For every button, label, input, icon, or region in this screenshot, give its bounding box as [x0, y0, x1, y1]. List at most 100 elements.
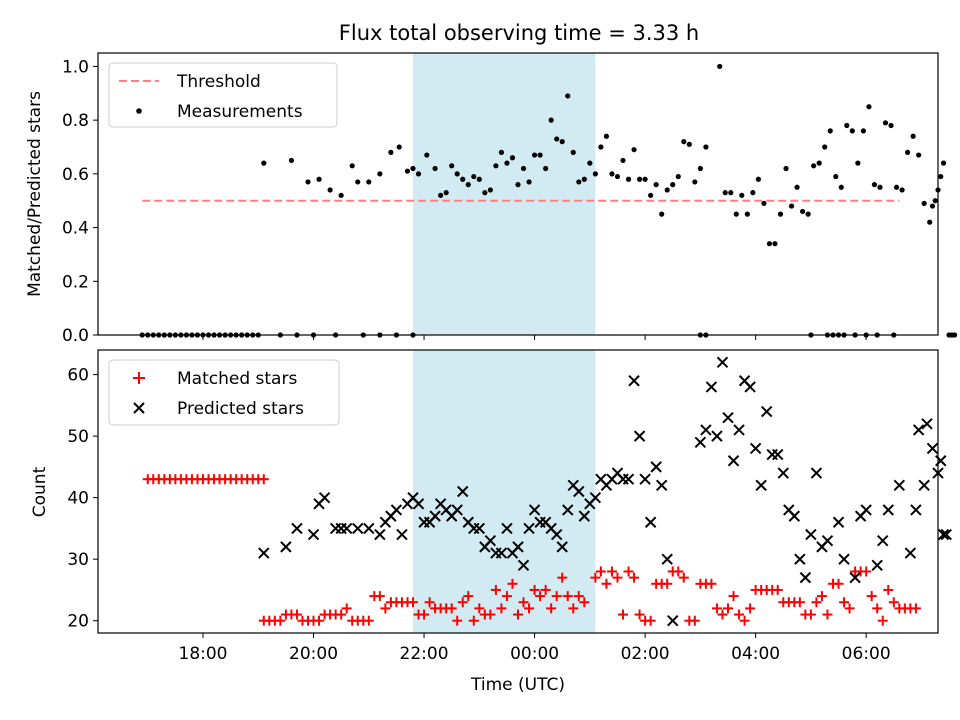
matched-star-point [866, 591, 877, 602]
predicted-star-point [556, 541, 568, 553]
measurement-point [548, 117, 554, 123]
predicted-star-point [644, 516, 657, 528]
predicted-star-point [940, 528, 952, 541]
predicted-star-point [794, 553, 806, 565]
predicted-star-point [838, 553, 850, 565]
measurement-point [717, 63, 723, 70]
legend-predicted-label: Predicted stars [177, 399, 304, 419]
measurement-point [755, 176, 761, 182]
matched-star-point [446, 603, 457, 614]
x-tick-label: 20:00 [289, 644, 338, 664]
measurement-point [636, 176, 643, 182]
measurement-point [838, 184, 844, 190]
predicted-star-point [484, 535, 497, 547]
predicted-star-point [291, 522, 303, 535]
measurement-point [327, 187, 333, 193]
measurement-point [471, 173, 477, 180]
predicted-star-point [573, 485, 585, 498]
matched-star-point [314, 615, 325, 626]
predicted-star-point [912, 424, 925, 436]
matched-star-point [595, 566, 606, 577]
flux-y-tick-label: 0.0 [62, 326, 89, 346]
measurement-point [614, 173, 621, 180]
predicted-star-point [661, 553, 673, 565]
matched-star-point [258, 474, 269, 485]
matched-star-point [291, 609, 302, 620]
matched-star-point [557, 572, 568, 583]
measurement-point [261, 160, 267, 166]
matched-star-point [490, 584, 501, 595]
matched-star-point [551, 591, 562, 602]
matched-star-point [739, 615, 750, 626]
matched-star-point [883, 584, 894, 595]
predicted-star-point [318, 491, 331, 504]
matched-star-point [745, 603, 756, 614]
predicted-star-point [711, 430, 723, 442]
predicted-star-point [655, 479, 668, 492]
measurement-point [844, 122, 850, 129]
measurement-point [631, 147, 637, 153]
predicted-star-point [849, 571, 861, 584]
matched-star-point [535, 591, 546, 602]
measurement-point [526, 179, 532, 185]
measurement-point [543, 165, 549, 172]
predicted-star-point [528, 504, 541, 516]
predicted-star-point [799, 571, 812, 584]
measurement-point [449, 163, 455, 169]
measurement-point [703, 144, 709, 150]
predicted-star-point [412, 498, 425, 510]
predicted-star-point [650, 461, 662, 473]
flux-y-tick-label: 0.4 [62, 219, 89, 239]
predicted-star-point [832, 516, 845, 528]
predicted-star-point [935, 455, 947, 467]
measurement-point [766, 241, 773, 247]
predicted-star-point [716, 356, 729, 369]
matched-star-point [540, 584, 551, 595]
predicted-star-point [473, 522, 486, 535]
matched-star-point [474, 603, 485, 614]
matched-star-point [424, 597, 435, 608]
observing-span-top [413, 53, 596, 335]
matched-star-point [606, 566, 617, 577]
x-tick-label: 04:00 [731, 644, 780, 664]
matched-star-point [839, 597, 850, 608]
x-tick-label: 18:00 [179, 644, 228, 664]
matched-star-point [706, 578, 717, 589]
count-panel: 20 30 40 50 60 18:00 20:00 22:00 00:00 02:00 04:0… [30, 349, 952, 695]
matched-star-point [501, 591, 512, 602]
predicted-star-point [860, 504, 872, 516]
predicted-star-point [772, 448, 784, 461]
measurement-point [800, 208, 806, 215]
matched-star-point [711, 603, 722, 614]
measurement-point [625, 176, 632, 182]
measurement-point [465, 182, 471, 188]
predicted-star-point [639, 473, 651, 485]
measurement-point [916, 152, 922, 158]
measurement-point [603, 133, 610, 139]
measurement-point [581, 176, 587, 182]
measurement-point [537, 152, 543, 158]
matched-star-point [573, 591, 584, 602]
matched-star-point [910, 603, 921, 614]
measurement-point [659, 211, 665, 217]
legend-matched-label: Matched stars [177, 369, 297, 389]
measurement-point [686, 141, 692, 147]
measurement-point [648, 192, 654, 198]
predicted-star-point [589, 491, 602, 504]
matched-star-point [717, 609, 728, 620]
measurement-point [822, 144, 828, 150]
measurement-point [520, 165, 527, 172]
measurement-point [940, 160, 947, 166]
measurement-point [777, 211, 784, 217]
predicted-star-point [877, 535, 889, 547]
predicted-star-point [882, 504, 894, 516]
measurement-point [531, 152, 538, 158]
matched-star-point [629, 572, 640, 583]
matched-star-point [689, 615, 700, 626]
measurement-point [921, 200, 927, 206]
matched-star-point [877, 615, 888, 626]
measurement-point [559, 139, 565, 145]
matched-star-point [275, 615, 286, 626]
predicted-star-point [550, 528, 563, 541]
predicted-star-point [755, 479, 767, 492]
